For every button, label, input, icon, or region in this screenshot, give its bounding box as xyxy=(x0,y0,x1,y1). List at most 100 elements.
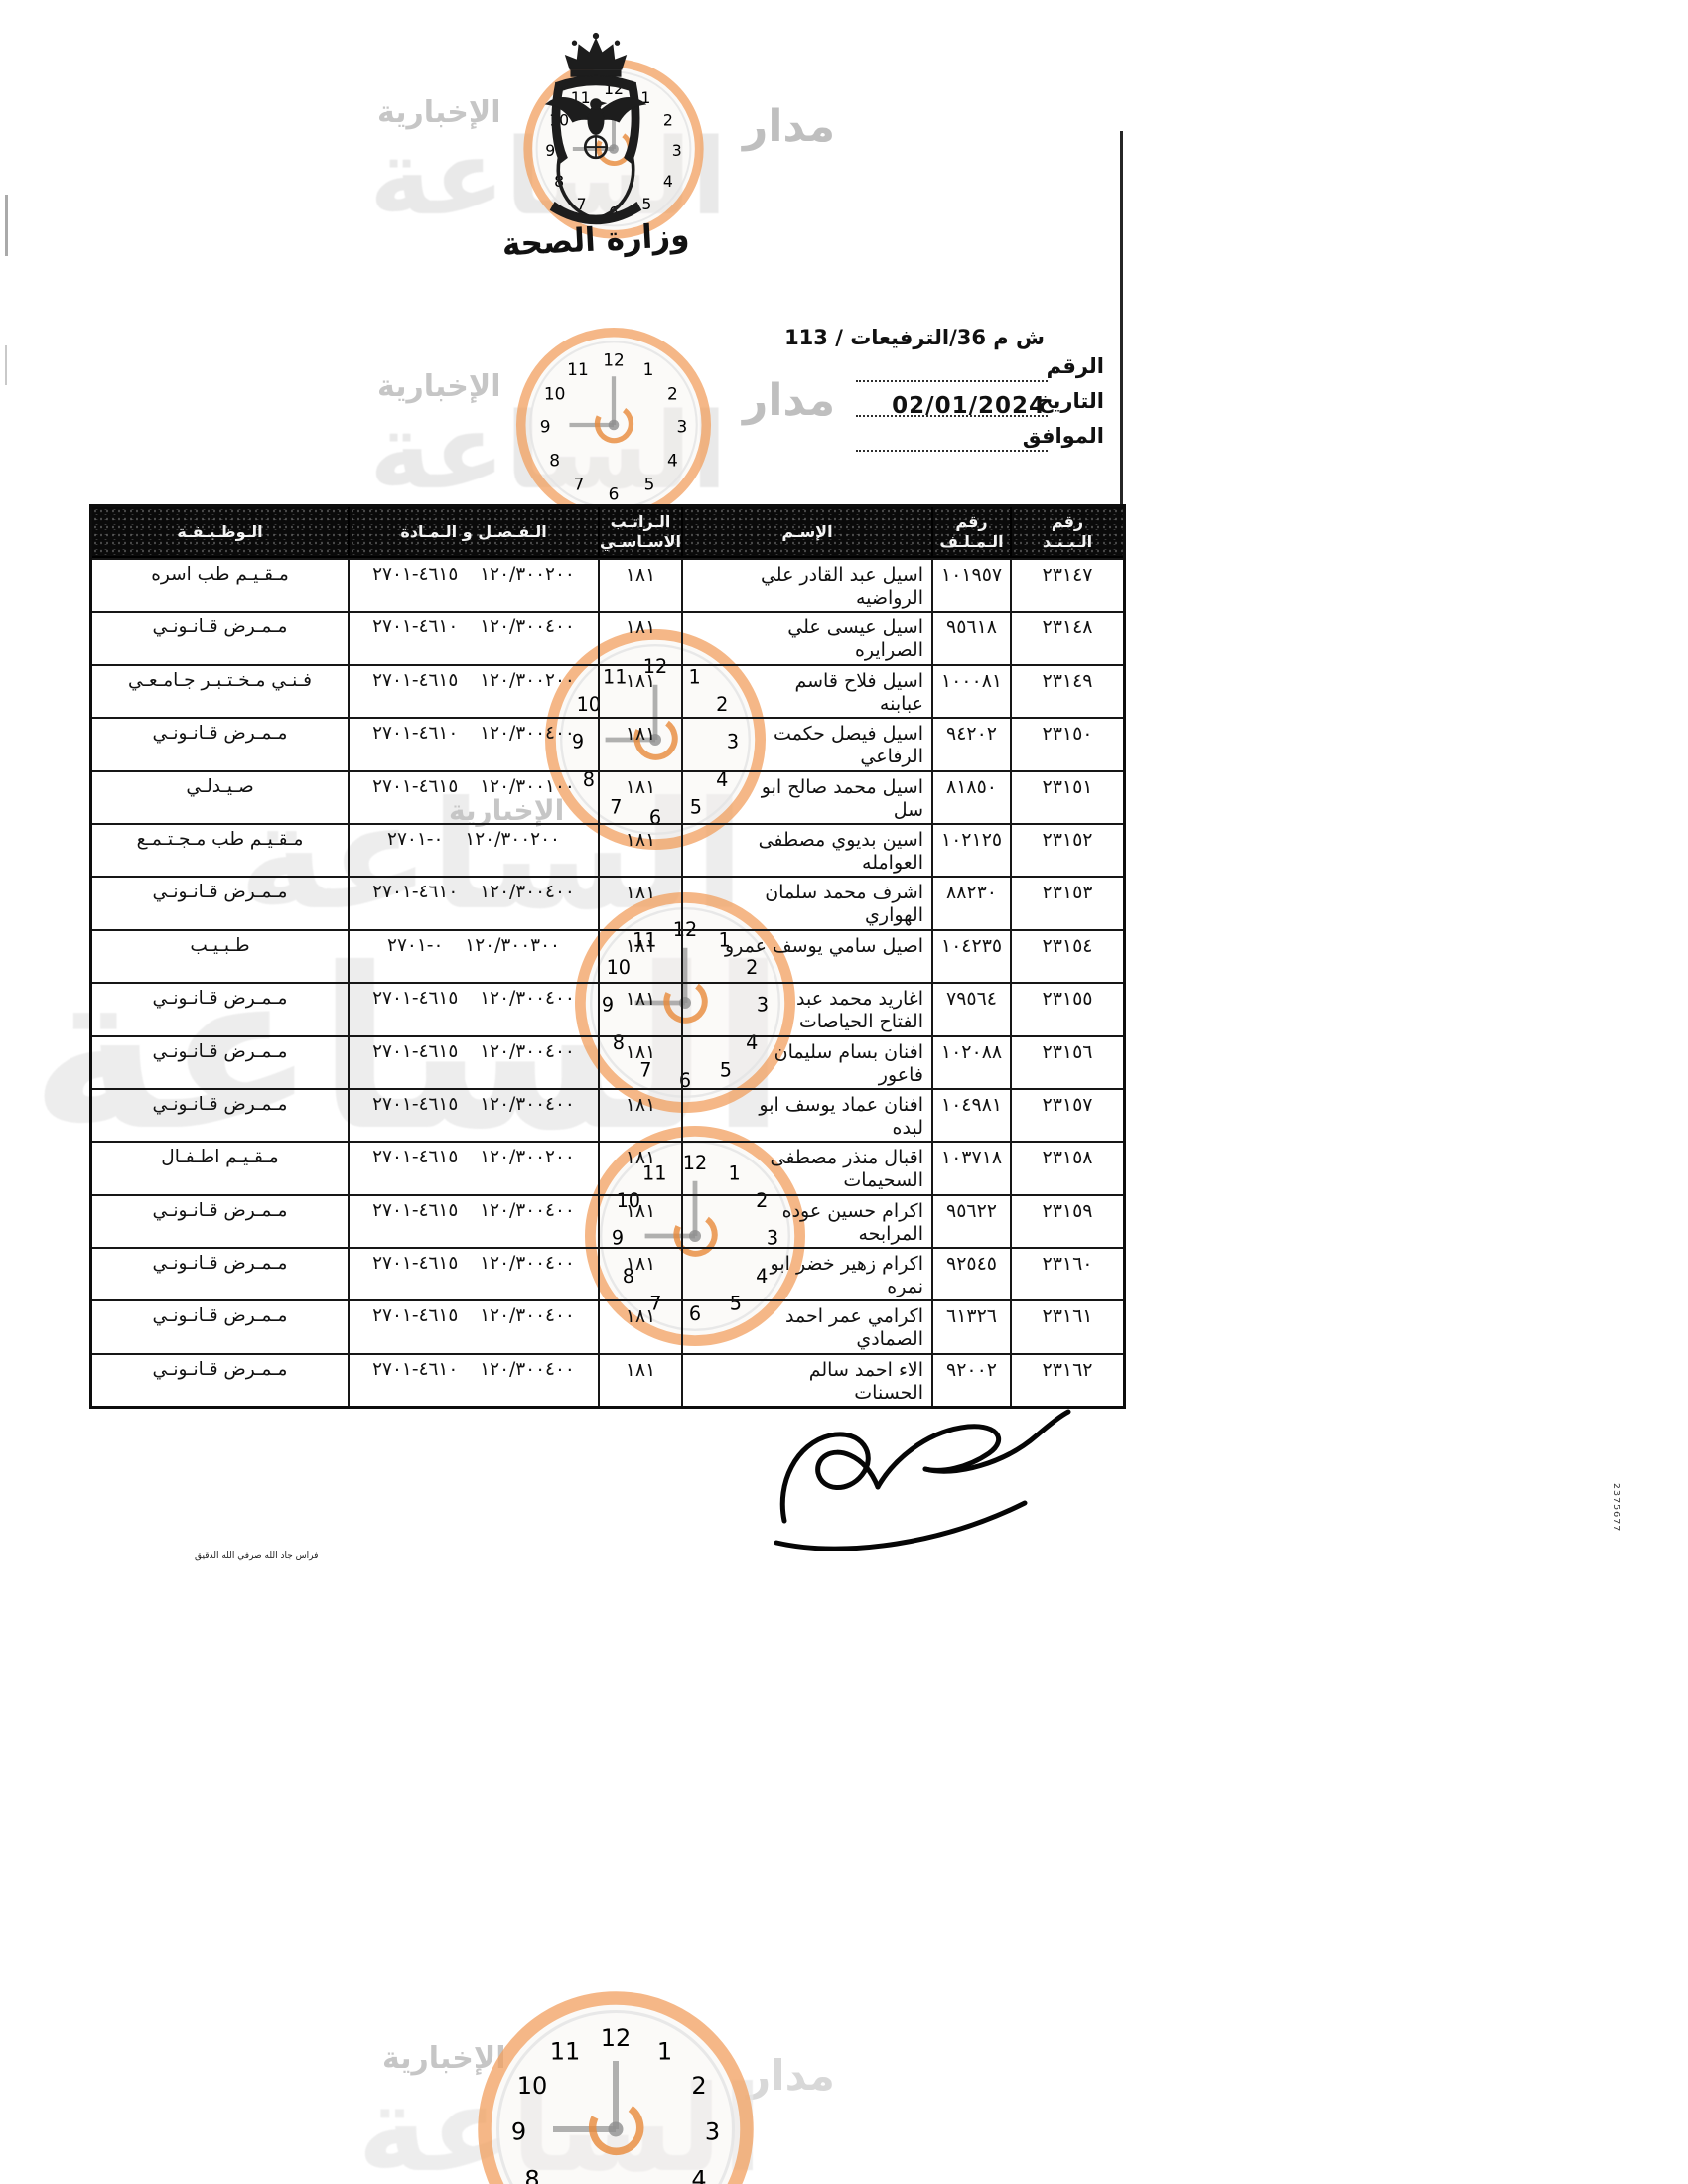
cell-job-title: مـقـيـم طب اسره xyxy=(92,558,348,611)
cell-band-no: ٢٣١٥٤ xyxy=(1010,928,1123,983)
cell-salary: ١٨١ xyxy=(598,876,681,929)
cell-file-no: ١٠٢٠٨٨ xyxy=(931,1034,1010,1088)
cell-name: الاء احمد سالم الحسنات xyxy=(681,1352,931,1407)
header-file-no: رقم الـمـلـف xyxy=(931,507,1010,556)
header-band-no: رقم الـبـنـد xyxy=(1010,507,1123,556)
table-row: ٢٣١٥٠ ٩٤٢٠٢ اسيل فيصل حكمت الرفاعي ١٨١ ١٢… xyxy=(92,717,1123,770)
date-dotted-line xyxy=(856,413,1048,417)
watermark-brand-ikhbariya: الإخبارية xyxy=(377,95,501,130)
cell-salary: ١٨١ xyxy=(598,1352,681,1407)
cell-job-title: مـمـرض قـانـونـي xyxy=(92,876,348,928)
cell-band-no: ٢٣١٥٦ xyxy=(1010,1034,1123,1088)
table-row: ٢٣١٥٣ ٨٨٢٣٠ اشرف محمد سلمان الهواري ١٨١ ١… xyxy=(92,876,1123,929)
cell-salary: ١٨١ xyxy=(598,663,681,718)
cell-name: اسين بديوي مصطفى العوامله xyxy=(681,822,931,877)
table-row: ٢٣١٥٥ ٧٩٥٦٤ اغاريد محمد عبد الفتاح الحياص… xyxy=(92,982,1123,1035)
cell-salary: ١٨١ xyxy=(598,769,681,823)
cell-name: اكرام حسين عوده المرابحه xyxy=(681,1193,931,1248)
cell-name: اكرام زهير خضر ابو نمره xyxy=(681,1247,931,1300)
cell-chapter-article: ١٢٠/٣٠٠٤٠٠ ٤٦١٥-٢٧٠١ xyxy=(348,1299,598,1353)
cell-band-no: ٢٣١٥٠ xyxy=(1010,717,1123,770)
cell-salary: ١٨١ xyxy=(598,1034,681,1088)
table-row: ٢٣١٥٤ ١٠٤٢٣٥ اصيل سامي يوسف عمرو ١٨١ ١٢٠… xyxy=(92,928,1123,983)
cell-salary: ١٨١ xyxy=(598,928,681,983)
watermark-brand-madar: مدار xyxy=(743,101,836,152)
cell-chapter-article: ١٢٠/٣٠٠٢٠٠ ٤٦١٥-٢٧٠١ xyxy=(348,1141,598,1194)
cell-band-no: ٢٣١٥١ xyxy=(1010,769,1123,823)
cell-salary: ١٨١ xyxy=(598,982,681,1035)
table-row: ٢٣١٥١ ٨١٨٥٠ اسيل محمد صالح ابو سل ١٨١ ١٢٠… xyxy=(92,769,1123,823)
cell-name: اصيل سامي يوسف عمرو xyxy=(681,928,931,983)
cell-name: اغاريد محمد عبد الفتاح الحياصات xyxy=(681,982,931,1035)
cell-job-title: مـمـرض قـانـونـي xyxy=(92,1352,348,1406)
cell-band-no: ٢٣١٥٥ xyxy=(1010,982,1123,1035)
cell-band-no: ٢٣١٥٧ xyxy=(1010,1087,1123,1142)
cell-file-no: ١٠٤٩٨١ xyxy=(931,1087,1010,1142)
scan-vertical-line xyxy=(1120,131,1123,508)
cell-file-no: ٩٤٢٠٢ xyxy=(931,717,1010,770)
table-row: ٢٣١٤٩ ١٠٠٠٨١ اسيل فلاح قاسم عبابنه ١٨١ ١٢… xyxy=(92,663,1123,718)
cell-job-title: مـمـرض قـانـونـي xyxy=(92,1299,348,1352)
cell-band-no: ٢٣١٥٨ xyxy=(1010,1141,1123,1194)
cell-job-title: مـمـرض قـانـونـي xyxy=(92,1193,348,1247)
cell-job-title: مـمـرض قـانـونـي xyxy=(92,611,348,663)
corresponding-dotted-line xyxy=(856,448,1048,452)
cell-job-title: طـبـيـب xyxy=(92,928,348,982)
cell-job-title: مـمـرض قـانـونـي xyxy=(92,1247,348,1299)
scan-edge-artifact xyxy=(5,195,8,256)
cell-file-no: ٩٢٠٠٢ xyxy=(931,1352,1010,1407)
number-label: الرقم xyxy=(1046,354,1104,378)
watermark-brand-alsaaa: الساعة xyxy=(369,390,728,512)
table-row: ٢٣١٦٠ ٩٢٥٤٥ اكرام زهير خضر ابو نمره ١٨١ ١… xyxy=(92,1247,1123,1300)
scan-edge-artifact xyxy=(5,345,7,385)
date-value: 02/01/2024 xyxy=(892,393,1046,419)
table-row: ٢٣١٥٧ ١٠٤٩٨١ افنان عماد يوسف ابو لبده ١٨١… xyxy=(92,1087,1123,1142)
cell-chapter-article: ١٢٠/٣٠٠٤٠٠ ٤٦١٥-٢٧٠١ xyxy=(348,1247,598,1300)
cell-name: اسيل عبد القادر علي الرواضيه xyxy=(681,558,931,612)
table-row: ٢٣١٤٨ ٩٥٦١٨ اسيل عيسى علي الصرايره ١٨١ ١٢… xyxy=(92,611,1123,664)
cell-file-no: ١٠١٩٥٧ xyxy=(931,558,1010,612)
date-label: التاريخ xyxy=(1038,389,1104,413)
cell-salary: ١٨١ xyxy=(598,558,681,612)
footer-serial-number: 2375677 xyxy=(1611,1483,1621,1533)
table-row: ٢٣١٥٨ ١٠٣٧١٨ اقبال منذر مصطفى السحيمات ١٨… xyxy=(92,1141,1123,1194)
cell-band-no: ٢٣١٥٢ xyxy=(1010,822,1123,877)
watermark-brand-ikhbariya: الإخبارية xyxy=(377,369,501,404)
cell-name: اكرامي عمر احمد الصمادي xyxy=(681,1299,931,1353)
header-name: الإسـم xyxy=(681,507,931,556)
cell-band-no: ٢٣١٥٩ xyxy=(1010,1193,1123,1248)
cell-job-title: مـمـرض قـانـونـي xyxy=(92,982,348,1034)
cell-band-no: ٢٣١٥٣ xyxy=(1010,876,1123,929)
corresponding-label: الموافق xyxy=(1022,424,1104,448)
cell-job-title: مـمـرض قـانـونـي xyxy=(92,1087,348,1141)
cell-band-no: ٢٣١٤٨ xyxy=(1010,611,1123,664)
cell-job-title: مـمـرض قـانـونـي xyxy=(92,1034,348,1088)
cell-chapter-article: ١٢٠/٣٠٠٢٠٠ ٠-٢٧٠١ xyxy=(348,822,598,877)
cell-salary: ١٨١ xyxy=(598,717,681,770)
cell-salary: ١٨١ xyxy=(598,822,681,877)
cell-chapter-article: ١٢٠/٣٠٠٢٠٠ ٤٦١٥-٢٧٠١ xyxy=(348,663,598,718)
cell-name: اشرف محمد سلمان الهواري xyxy=(681,876,931,929)
cell-job-title: فـنـي مـخـتـبـر جـامـعـي xyxy=(92,663,348,717)
header-basic-salary: الـراتـب الاسـاسـي xyxy=(598,507,681,556)
header-chapter-article: الـفـصـل و الـمـادة xyxy=(348,507,598,556)
cell-file-no: ٧٩٥٦٤ xyxy=(931,982,1010,1035)
cell-chapter-article: ١٢٠/٣٠٠٤٠٠ ٤٦١٠-٢٧٠١ xyxy=(348,1352,598,1407)
cell-chapter-article: ١٢٠/٣٠٠٤٠٠ ٤٦١٥-٢٧٠١ xyxy=(348,982,598,1035)
cell-chapter-article: ١٢٠/٣٠٠٤٠٠ ٤٦١٥-٢٧٠١ xyxy=(348,1087,598,1142)
cell-file-no: ٨١٨٥٠ xyxy=(931,769,1010,823)
cell-file-no: ١٠٣٧١٨ xyxy=(931,1141,1010,1194)
watermark-brand-alsaaa: الساعة xyxy=(357,2061,764,2184)
cell-salary: ١٨١ xyxy=(598,1141,681,1194)
cell-chapter-article: ١٢٠/٣٠٠٤٠٠ ٤٦١٠-٢٧٠١ xyxy=(348,717,598,770)
cell-chapter-article: ١٢٠/٣٠٠٤٠٠ ٤٦١٠-٢٧٠١ xyxy=(348,876,598,929)
promotions-table: رقم الـبـنـد رقم الـمـلـف الإسـم الـراتـب ا… xyxy=(89,504,1126,1410)
cell-name: اسيل محمد صالح ابو سل xyxy=(681,769,931,823)
cell-file-no: ٩٢٥٤٥ xyxy=(931,1247,1010,1300)
clock-watermark xyxy=(467,1980,765,2184)
cell-file-no: ١٠٠٠٨١ xyxy=(931,663,1010,718)
jordan-coat-of-arms xyxy=(544,32,647,225)
cell-chapter-article: ١٢٠/٣٠٠٤٠٠ ٤٦١٥-٢٧٠١ xyxy=(348,1193,598,1248)
cell-job-title: صـيـدلـي xyxy=(92,769,348,823)
cell-job-title: مـقـيـم طب مـجـتـمـع xyxy=(92,822,348,876)
